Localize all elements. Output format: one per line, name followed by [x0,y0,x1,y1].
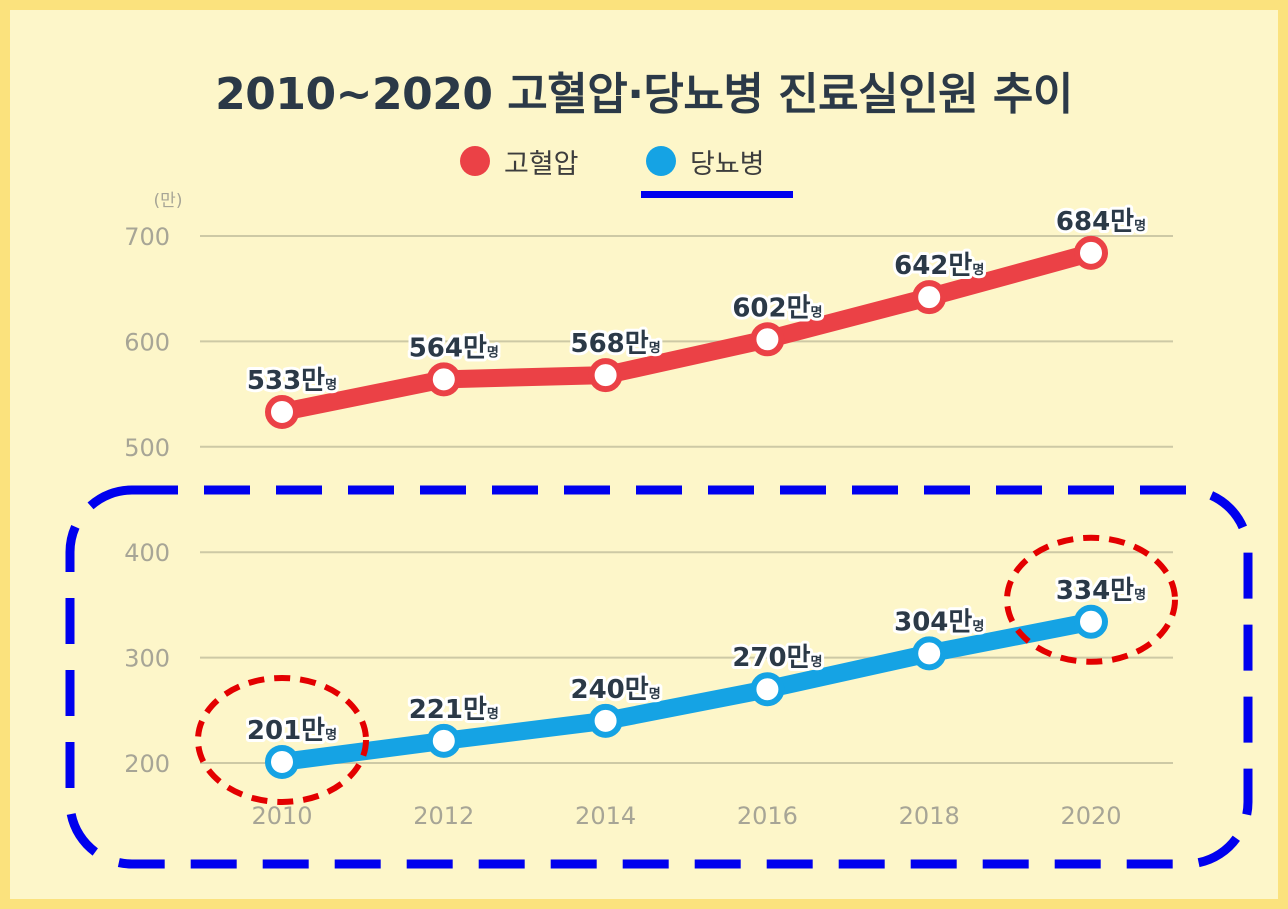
data-label-0-2016: 602만명 [732,293,822,323]
data-point-0-2018 [912,280,947,315]
data-label-1-2016: 270만명 [732,643,822,673]
circle-annotation-2010 [195,674,369,805]
y-tick-label-300: 300 [124,645,170,673]
y-unit-label: (만) [154,191,183,211]
data-point-1-2016 [750,672,785,707]
x-tick-label-2014: 2014 [575,802,636,830]
highlight-box-annotation [65,485,1253,869]
data-label-0-2020: 684만명 [1056,207,1146,237]
legend-item-diabetes[interactable]: 당뇨병 [646,143,765,180]
y-tick-label-500: 500 [124,434,170,462]
data-point-0-2016 [750,322,785,357]
data-point-1-2010 [265,744,299,779]
data-point-1-2012 [426,723,461,758]
x-axis: 2010 2012 2014 2016 2018 2020 [251,802,1121,830]
legend-item-hypertension[interactable]: 고혈압 [460,143,579,180]
chart-title: 2010~2020 고혈압·당뇨병 진료실인원 추이 [215,69,1073,120]
data-labels-layer: 533만명 564만명 568만명 602만명 642만명 684만명 201만명 221만명… [244,204,1149,749]
data-label-0-2010: 533만명 [247,366,337,396]
legend-underline-annotation [641,191,793,198]
data-label-0-2018: 642만명 [894,251,984,281]
x-tick-label-2020: 2020 [1060,802,1121,830]
data-label-1-2018: 304만명 [894,607,984,637]
data-point-1-2014 [588,703,623,738]
chart-frame [10,10,1278,899]
series-line-0 [273,243,1100,422]
data-label-1-2010: 201만명 [247,716,337,746]
x-tick-label-2018: 2018 [899,802,960,830]
data-label-0-2014: 568만명 [571,329,661,359]
data-point-1-2018 [912,636,947,671]
y-tick-label-600: 600 [124,328,170,356]
grid-lines [200,235,1173,764]
data-point-0-2012 [426,362,461,397]
y-tick-label-200: 200 [124,750,170,778]
series-layer [265,235,1108,779]
data-point-1-2020 [1074,604,1108,639]
y-tick-label-400: 400 [124,539,170,567]
legend-dot-diabetes [646,146,676,176]
annotation-layer [65,485,1253,869]
series-line-1 [273,612,1100,771]
circle-annotation-2020 [1004,534,1178,665]
x-tick-label-2016: 2016 [737,802,798,830]
x-tick-label-2010: 2010 [251,802,312,830]
legend-label-diabetes: 당뇨병 [690,148,765,180]
data-point-0-2020 [1074,235,1108,270]
legend-dot-hypertension [460,146,490,176]
x-tick-label-2012: 2012 [413,802,474,830]
data-label-1-2020: 334만명 [1056,576,1146,606]
data-label-1-2014: 240만명 [571,675,661,705]
data-point-0-2014 [588,358,623,393]
data-label-1-2012: 221만명 [409,695,499,725]
y-tick-label-700: 700 [124,223,170,251]
y-axis: 200 300 400 500 600 700 (만) [124,191,182,778]
data-label-0-2012: 564만명 [409,333,499,363]
data-point-0-2010 [265,395,299,430]
legend-label-hypertension: 고혈압 [504,148,579,180]
